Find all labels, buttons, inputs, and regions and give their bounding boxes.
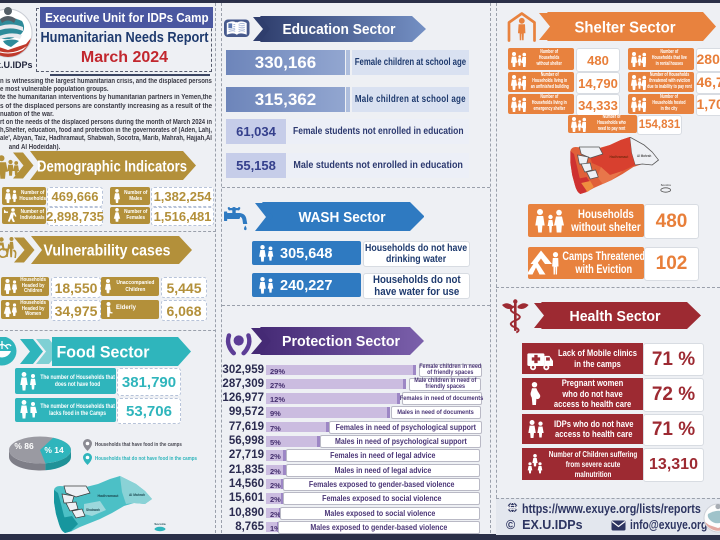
- svg-text:Food Sector: Food Sector: [57, 344, 151, 362]
- svg-text:WASH Sector: WASH Sector: [299, 210, 386, 226]
- svg-text:Socotra: Socotra: [661, 183, 671, 187]
- svg-text:Al Mahrah: Al Mahrah: [129, 493, 145, 497]
- svg-text:Protection Sector: Protection Sector: [282, 334, 400, 350]
- svg-text:www: www: [507, 505, 518, 510]
- svg-text:Health Sector: Health Sector: [570, 308, 661, 325]
- svg-text:Shelter Sector: Shelter Sector: [575, 20, 676, 37]
- svg-text:Al Mahrah: Al Mahrah: [637, 154, 651, 158]
- svg-text:Shabwah: Shabwah: [86, 508, 100, 512]
- svg-text:Hadhramaut: Hadhramaut: [98, 494, 120, 498]
- svg-text:% 86: % 86: [14, 441, 34, 451]
- svg-text:Socotra: Socotra: [154, 522, 166, 526]
- svg-text:Hadhramaut: Hadhramaut: [610, 155, 630, 159]
- svg-text:Demographic Indicators: Demographic Indicators: [37, 159, 187, 176]
- svg-text:Education Sector: Education Sector: [283, 22, 396, 38]
- svg-text:Vulnerability cases: Vulnerability cases: [44, 243, 171, 260]
- svg-text:% 14: % 14: [44, 445, 64, 455]
